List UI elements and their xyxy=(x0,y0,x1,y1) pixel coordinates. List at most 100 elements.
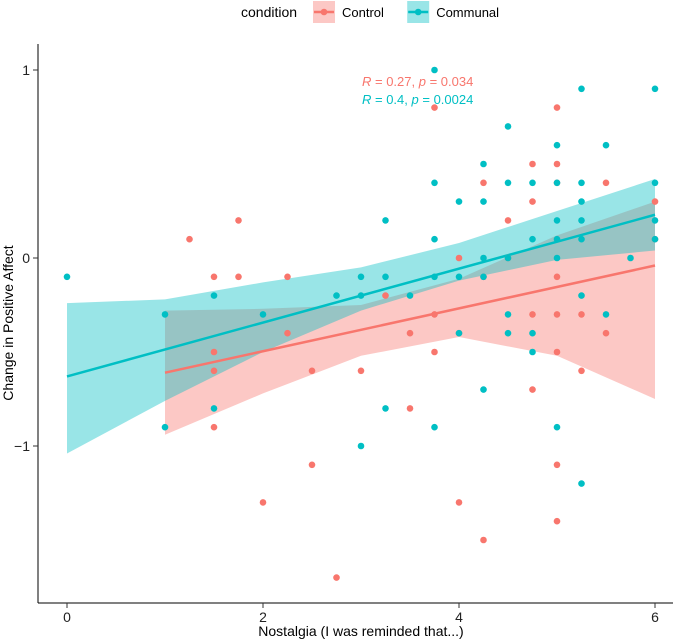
communal-point xyxy=(553,423,561,431)
communal-point xyxy=(553,141,561,149)
control-point xyxy=(602,329,610,337)
control-point xyxy=(308,461,316,469)
control-point xyxy=(284,329,291,337)
control-point xyxy=(455,499,463,506)
communal-point xyxy=(382,217,389,224)
data-points xyxy=(63,66,659,581)
x-tick-label: 6 xyxy=(651,609,659,625)
control-point xyxy=(553,160,561,168)
y-axis-ticks: −1 0 1 xyxy=(14,62,38,454)
communal-point xyxy=(357,273,365,281)
control-point xyxy=(406,405,414,412)
communal-point xyxy=(651,85,659,93)
control-point xyxy=(406,329,414,337)
x-tick-label: 0 xyxy=(63,609,71,625)
y-tick-label: −1 xyxy=(14,438,30,454)
communal-point xyxy=(529,235,536,243)
communal-point xyxy=(455,198,463,205)
communal-point xyxy=(651,235,659,243)
control-point xyxy=(553,461,561,469)
confidence-bands xyxy=(67,179,655,454)
control-point xyxy=(529,198,536,205)
x-axis-ticks: 0 2 4 6 xyxy=(63,603,659,625)
communal-point xyxy=(382,405,389,412)
communal-point xyxy=(357,292,365,299)
communal-point xyxy=(651,217,659,224)
legend-key-point xyxy=(414,8,422,16)
legend-items: Control Communal xyxy=(313,1,499,23)
communal-point xyxy=(161,423,169,431)
communal-point xyxy=(553,254,561,262)
communal-point xyxy=(431,179,438,187)
communal-point xyxy=(578,292,585,299)
control-point xyxy=(235,273,242,281)
communal-point xyxy=(553,235,561,243)
control-regression-line xyxy=(164,264,656,374)
communal-point xyxy=(578,217,585,224)
communal-point xyxy=(578,198,585,205)
control-point xyxy=(259,499,267,506)
communal-point xyxy=(553,217,561,224)
communal-point xyxy=(529,179,536,187)
communal-point xyxy=(210,405,218,412)
communal-point xyxy=(504,254,512,262)
communal-confidence-band xyxy=(67,179,655,454)
control-point xyxy=(431,311,438,318)
control-point xyxy=(357,367,365,375)
control-point xyxy=(553,348,561,356)
control-point xyxy=(651,198,659,205)
communal-point xyxy=(357,442,365,450)
communal-point xyxy=(63,273,71,281)
communal-point xyxy=(382,273,389,281)
communal-point xyxy=(431,235,438,243)
legend-item-control: Control xyxy=(313,1,384,23)
control-point xyxy=(382,292,389,299)
control-point xyxy=(480,179,487,187)
communal-point xyxy=(651,179,659,187)
communal-point xyxy=(480,273,487,281)
legend-key-point xyxy=(320,8,328,16)
control-point xyxy=(431,104,438,111)
communal-point xyxy=(431,423,438,431)
communal-point xyxy=(529,348,536,356)
communal-point xyxy=(529,329,536,337)
control-point xyxy=(210,423,218,431)
control-point xyxy=(210,273,218,281)
communal-point xyxy=(578,235,585,243)
communal-point xyxy=(504,179,512,187)
legend-title: condition xyxy=(241,4,297,20)
y-axis-title: Change in Positive Affect xyxy=(0,245,16,401)
communal-stat-label: R = 0.4, p = 0.0024 xyxy=(362,92,473,107)
control-point xyxy=(529,386,536,393)
control-point xyxy=(504,217,512,224)
legend: condition Control Communal xyxy=(241,1,499,23)
control-point xyxy=(210,367,218,375)
communal-point xyxy=(578,179,585,187)
communal-point xyxy=(602,311,610,318)
x-tick-label: 4 xyxy=(455,609,463,625)
communal-point xyxy=(602,141,610,149)
y-tick-label: 0 xyxy=(22,250,30,266)
control-point xyxy=(553,517,561,525)
communal-point xyxy=(553,179,561,187)
communal-point xyxy=(161,311,169,318)
control-point xyxy=(553,104,561,111)
control-point xyxy=(186,235,193,243)
communal-point xyxy=(578,85,585,93)
communal-point xyxy=(480,254,487,262)
control-point xyxy=(431,348,438,356)
control-point xyxy=(333,574,340,581)
communal-point xyxy=(431,66,438,74)
y-tick-label: 1 xyxy=(22,62,30,78)
communal-point xyxy=(480,198,487,205)
control-point xyxy=(235,217,242,224)
control-point xyxy=(553,311,561,318)
communal-point xyxy=(455,329,463,337)
communal-point xyxy=(504,329,512,337)
communal-point xyxy=(259,311,267,318)
control-point xyxy=(308,367,316,375)
control-point xyxy=(578,367,585,375)
communal-point xyxy=(627,254,634,262)
control-point xyxy=(553,273,561,281)
